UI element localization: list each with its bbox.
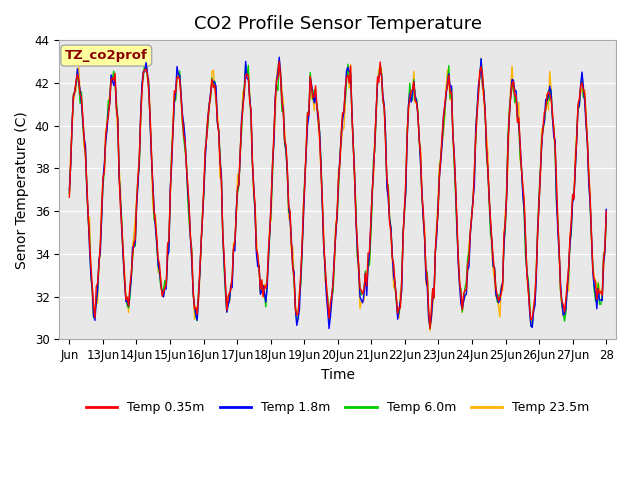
Legend: Temp 0.35m, Temp 1.8m, Temp 6.0m, Temp 23.5m: Temp 0.35m, Temp 1.8m, Temp 6.0m, Temp 2…: [81, 396, 595, 420]
X-axis label: Time: Time: [321, 368, 355, 382]
Text: TZ_co2prof: TZ_co2prof: [65, 49, 148, 62]
Title: CO2 Profile Sensor Temperature: CO2 Profile Sensor Temperature: [194, 15, 482, 33]
Y-axis label: Senor Temperature (C): Senor Temperature (C): [15, 111, 29, 269]
